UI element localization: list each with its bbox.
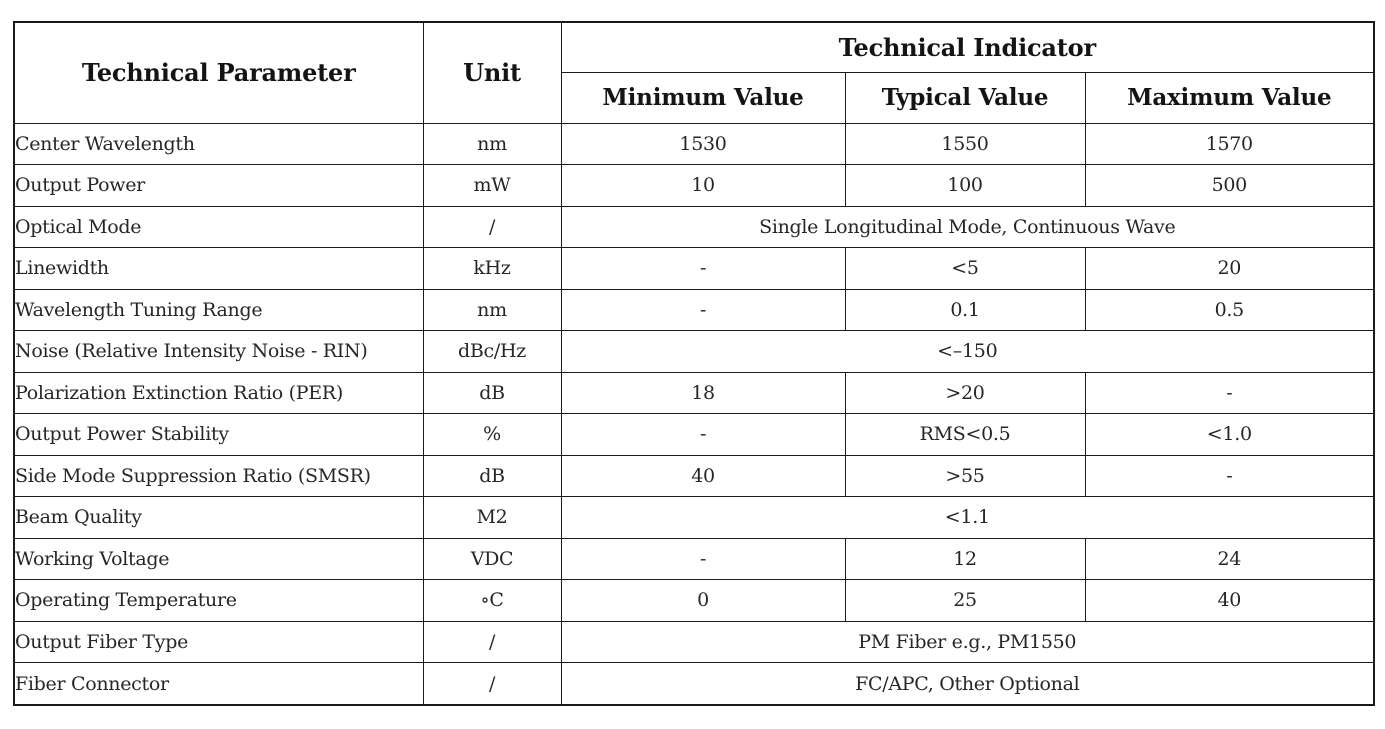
table-row: Output Power Stability% - RMS<0.5 <1.0: [13, 413, 1375, 456]
parameter-cell: Linewidth: [13, 247, 424, 290]
table-row: Operating Temperature ∘C 0 25 40: [13, 579, 1375, 622]
maximum-value-cell: 500: [1084, 164, 1375, 207]
maximum-value-cell: -: [1084, 371, 1375, 414]
typical-value-cell: 25: [844, 579, 1086, 622]
table-body: Center Wavelength nm 1530 1550 1570 Output Po…: [13, 122, 1375, 706]
table-row: Beam Quality M2 <1.1: [13, 496, 1375, 539]
parameter-cell: Fiber Connector: [13, 662, 424, 706]
header-minimum-value: Minimum Value: [560, 71, 846, 124]
table-row: Output Power mW 10 100 500: [13, 164, 1375, 207]
unit-cell: dB: [422, 371, 562, 414]
header-row-values: Minimum Value Typical Value Maximum Valu…: [14, 71, 1375, 124]
table-row: Linewidth kHz - <5 20: [13, 247, 1375, 290]
unit-cell: kHz: [422, 247, 562, 290]
maximum-value-cell: 20: [1084, 247, 1375, 290]
parameter-cell: Noise (Relative Intensity Noise - RIN): [13, 330, 424, 373]
parameter-cell: Beam Quality: [13, 496, 424, 539]
parameter-cell: Operating Temperature: [13, 579, 424, 622]
unit-cell: /: [422, 205, 562, 248]
unit-cell: nm: [422, 122, 562, 165]
technical-spec-table: Technical Parameter Unit Technical Indic…: [13, 21, 1376, 706]
typical-value-cell: 0.1: [844, 288, 1086, 331]
maximum-value-cell: -: [1084, 454, 1375, 497]
parameter-cell: Polarization Extinction Ratio (PER): [13, 371, 424, 414]
maximum-value-cell: 1570: [1084, 122, 1375, 165]
header-maximum-value: Maximum Value: [1084, 71, 1375, 124]
typical-value-cell: >55: [844, 454, 1086, 497]
unit-cell: /: [422, 620, 562, 663]
table-row: Output Fiber Type / PM Fiber e.g., PM1550: [13, 620, 1375, 663]
table-row: Noise (Relative Intensity Noise - RIN) dB…: [13, 330, 1375, 373]
unit-cell: mW: [422, 164, 562, 207]
table-row: Side Mode Suppression Ratio (SMSR) dB 40 >5…: [13, 454, 1375, 497]
merged-value-cell: Single Longitudinal Mode, Continuous Wav…: [560, 205, 1375, 248]
typical-value-cell: <5: [844, 247, 1086, 290]
parameter-cell: Wavelength Tuning Range: [13, 288, 424, 331]
merged-value-cell: FC/APC, Other Optional: [560, 662, 1375, 706]
unit-cell: ∘C: [422, 579, 562, 622]
merged-value-cell: PM Fiber e.g., PM1550: [560, 620, 1375, 663]
table-row: Center Wavelength nm 1530 1550 1570: [13, 122, 1375, 165]
maximum-value-cell: <1.0: [1084, 413, 1375, 456]
unit-cell: VDC: [422, 537, 562, 580]
header-typical-value: Typical Value: [844, 71, 1086, 124]
unit-cell: %: [422, 413, 562, 456]
typical-value-cell: 1550: [844, 122, 1086, 165]
table-row: Working Voltage VDC -12 24: [13, 537, 1375, 580]
parameter-cell: Output Power: [13, 164, 424, 207]
minimum-value-cell: -: [560, 247, 846, 290]
table-header: Technical Parameter Unit Technical Indic…: [13, 21, 1375, 124]
header-row-group: Technical Parameter Unit Technical Indic…: [13, 21, 1375, 124]
minimum-value-cell: 0: [560, 579, 846, 622]
parameter-cell: Center Wavelength: [13, 122, 424, 165]
maximum-value-cell: 40: [1084, 579, 1375, 622]
typical-value-cell: 100: [844, 164, 1086, 207]
header-technical-parameter: Technical Parameter: [13, 21, 424, 124]
table-row: Optical Mode / Single Longitudinal Mode, C…: [13, 205, 1375, 248]
unit-cell: M2: [422, 496, 562, 539]
parameter-cell: Output Power Stability: [13, 413, 424, 456]
minimum-value-cell: -: [560, 537, 846, 580]
maximum-value-cell: 0.5: [1084, 288, 1375, 331]
unit-cell: dB: [422, 454, 562, 497]
unit-cell: /: [422, 662, 562, 706]
minimum-value-cell: 18: [560, 371, 846, 414]
typical-value-cell: >20: [844, 371, 1086, 414]
unit-cell: nm: [422, 288, 562, 331]
minimum-value-cell: -: [560, 288, 846, 331]
minimum-value-cell: -: [560, 413, 846, 456]
typical-value-cell: RMS<0.5: [844, 413, 1086, 456]
unit-cell: dBc/Hz: [422, 330, 562, 373]
merged-value-cell: <1.1: [560, 496, 1375, 539]
header-unit: Unit: [422, 21, 562, 124]
table-row: Wavelength Tuning Range nm -0.1 0.5: [13, 288, 1375, 331]
parameter-cell: Optical Mode: [13, 205, 424, 248]
typical-value-cell: 12: [844, 537, 1086, 580]
parameter-cell: Output Fiber Type: [13, 620, 424, 663]
table-row: Polarization Extinction Ratio (PER) dB 18 >…: [13, 371, 1375, 414]
header-technical-indicator: Technical Indicator: [560, 21, 1375, 73]
parameter-cell: Side Mode Suppression Ratio (SMSR): [13, 454, 424, 497]
minimum-value-cell: 10: [560, 164, 846, 207]
minimum-value-cell: 1530: [560, 122, 846, 165]
maximum-value-cell: 24: [1084, 537, 1375, 580]
minimum-value-cell: 40: [560, 454, 846, 497]
parameter-cell: Working Voltage: [13, 537, 424, 580]
table-row: Fiber Connector / FC/APC, Other Optional: [13, 662, 1375, 706]
merged-value-cell: <–150: [560, 330, 1375, 373]
